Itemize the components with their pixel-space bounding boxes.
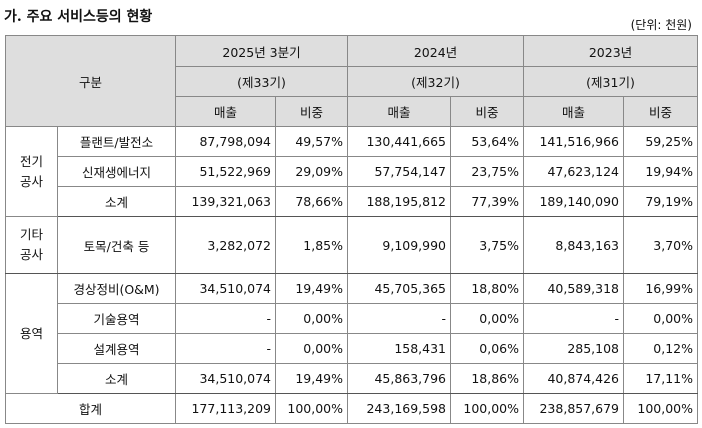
period-year-header: 2024년 bbox=[347, 35, 525, 67]
cell: 19,49% bbox=[275, 273, 349, 304]
cell: 17,11% bbox=[623, 363, 699, 394]
table-row: 설계용역 - 0,00% 158,431 0,06% 285,108 0,12% bbox=[6, 333, 699, 364]
cell: 34,510,074 bbox=[175, 363, 277, 394]
period-year-header: 2023년 bbox=[523, 35, 699, 67]
cell: 18,80% bbox=[450, 273, 525, 304]
table-row: 소계 139,321,063 78,66% 188,195,812 77,39%… bbox=[6, 186, 699, 217]
group-electric: 전기 공사 bbox=[5, 126, 58, 217]
section-title: 가. 주요 서비스등의 현황 bbox=[4, 9, 153, 25]
cell: 49,57% bbox=[275, 126, 349, 157]
cell: 45,863,796 bbox=[347, 363, 452, 394]
ratio-header: 비중 bbox=[450, 96, 525, 127]
row-label: 경상정비(O&M) bbox=[56, 273, 177, 304]
ratio-header: 비중 bbox=[275, 96, 349, 127]
row-label: 신재생에너지 bbox=[56, 156, 177, 187]
cell: 3,282,072 bbox=[175, 216, 277, 274]
group-service: 용역 bbox=[5, 273, 58, 394]
cell: 18,86% bbox=[450, 363, 525, 394]
cell: 19,94% bbox=[623, 156, 699, 187]
cell: 100,00% bbox=[623, 393, 699, 424]
cell: 0,00% bbox=[275, 303, 349, 334]
cell: 139,321,063 bbox=[175, 186, 277, 217]
sales-header: 매출 bbox=[347, 96, 452, 127]
cell: 40,589,318 bbox=[523, 273, 625, 304]
period-year-header: 2025년 3분기 bbox=[175, 35, 349, 67]
row-label: 플랜트/발전소 bbox=[56, 126, 177, 157]
period-term-header: (제33기) bbox=[175, 66, 349, 97]
table-row: 신재생에너지 51,522,969 29,09% 57,754,147 23,7… bbox=[6, 156, 699, 187]
cell: 77,39% bbox=[450, 186, 525, 217]
cell: - bbox=[347, 303, 452, 334]
cell: 3,75% bbox=[450, 216, 525, 274]
cell: 78,66% bbox=[275, 186, 349, 217]
cell: 188,195,812 bbox=[347, 186, 452, 217]
cell: - bbox=[175, 303, 277, 334]
cell: 100,00% bbox=[450, 393, 525, 424]
row-label: 소계 bbox=[56, 363, 177, 394]
sales-header: 매출 bbox=[175, 96, 277, 127]
cell: 285,108 bbox=[523, 333, 625, 364]
total-label: 합계 bbox=[4, 393, 177, 424]
cell: 34,510,074 bbox=[175, 273, 277, 304]
cell: 45,705,365 bbox=[347, 273, 452, 304]
cell: 40,874,426 bbox=[523, 363, 625, 394]
row-label: 소계 bbox=[56, 186, 177, 217]
cell: 59,25% bbox=[623, 126, 699, 157]
unit-label: (단위: 천원) bbox=[630, 18, 692, 32]
cell: 158,431 bbox=[347, 333, 452, 364]
group-other: 기타 공사 bbox=[5, 216, 58, 274]
cell: 23,75% bbox=[450, 156, 525, 187]
cell: 3,70% bbox=[623, 216, 699, 274]
sales-header: 매출 bbox=[523, 96, 625, 127]
ratio-header: 비중 bbox=[623, 96, 699, 127]
cell: 177,113,209 bbox=[175, 393, 277, 424]
cell: 0,06% bbox=[450, 333, 525, 364]
services-table: 구분 2025년 3분기 2024년 2023년 (제33기) (제32기) (… bbox=[4, 35, 699, 424]
row-label: 설계용역 bbox=[56, 333, 177, 364]
cell: 57,754,147 bbox=[347, 156, 452, 187]
cell: 87,798,094 bbox=[175, 126, 277, 157]
row-label: 토목/건축 등 bbox=[56, 216, 177, 274]
table-row: 기술용역 - 0,00% - 0,00% - 0,00% bbox=[6, 303, 699, 334]
cell: 0,12% bbox=[623, 333, 699, 364]
period-term-header: (제31기) bbox=[523, 66, 699, 97]
cell: 16,99% bbox=[623, 273, 699, 304]
cell: 9,109,990 bbox=[347, 216, 452, 274]
cell: 53,64% bbox=[450, 126, 525, 157]
cell: 51,522,969 bbox=[175, 156, 277, 187]
category-header: 구분 bbox=[4, 35, 177, 127]
table-row: 기타 공사 토목/건축 등 3,282,072 1,85% 9,109,990 … bbox=[5, 216, 699, 274]
cell: 1,85% bbox=[275, 216, 349, 274]
period-term-header: (제32기) bbox=[347, 66, 525, 97]
cell: 141,516,966 bbox=[523, 126, 625, 157]
cell: 189,140,090 bbox=[523, 186, 625, 217]
cell: 19,49% bbox=[275, 363, 349, 394]
cell: 243,169,598 bbox=[347, 393, 452, 424]
cell: 47,623,124 bbox=[523, 156, 625, 187]
cell: 130,441,665 bbox=[347, 126, 452, 157]
table-row: 전기 공사 플랜트/발전소 87,798,094 49,57% 130,441,… bbox=[5, 126, 699, 217]
cell: 79,19% bbox=[623, 186, 699, 217]
table-row: 용역 경상정비(O&M) 34,510,074 19,49% 45,705,36… bbox=[5, 273, 699, 394]
cell: 29,09% bbox=[275, 156, 349, 187]
table-row: 소계 34,510,074 19,49% 45,863,796 18,86% 4… bbox=[6, 363, 699, 394]
cell: 238,857,679 bbox=[523, 393, 625, 424]
row-label: 기술용역 bbox=[56, 303, 177, 334]
cell: 100,00% bbox=[275, 393, 349, 424]
cell: 8,843,163 bbox=[523, 216, 625, 274]
cell: - bbox=[523, 303, 625, 334]
cell: 0,00% bbox=[623, 303, 699, 334]
cell: 0,00% bbox=[450, 303, 525, 334]
cell: 0,00% bbox=[275, 333, 349, 364]
total-row: 합계 177,113,209 100,00% 243,169,598 100,0… bbox=[4, 393, 699, 424]
cell: - bbox=[175, 333, 277, 364]
